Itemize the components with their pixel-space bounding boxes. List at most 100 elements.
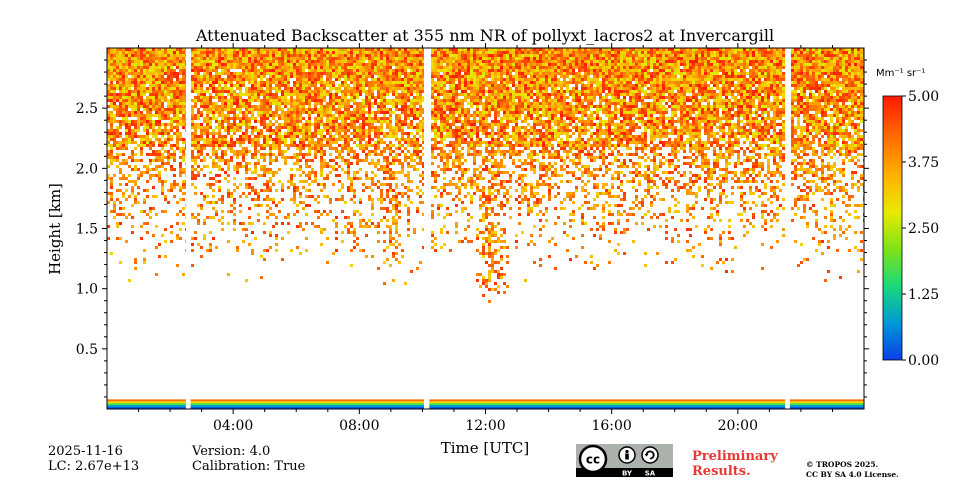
heatmap-cell [488,60,491,63]
heatmap-cell [686,78,689,81]
heatmap-cell [602,57,605,60]
heatmap-cell [689,66,692,69]
heatmap-cell [305,72,308,75]
heatmap-cell [851,48,854,51]
heatmap-cell [707,57,710,60]
heatmap-cell [776,84,779,87]
heatmap-cell [644,84,647,87]
heatmap-cell [641,81,644,84]
heatmap-cell [758,54,761,57]
heatmap-cell [626,93,629,96]
heatmap-cell [632,78,635,81]
heatmap-cell [782,90,785,93]
heatmap-cell [209,111,212,114]
heatmap-cell [476,96,479,99]
heatmap-cell [197,60,200,63]
heatmap-cell [671,99,674,102]
heatmap-cell [347,87,350,90]
heatmap-cell [341,111,344,114]
heatmap-cell [671,78,674,81]
heatmap-cell [362,84,365,87]
heatmap-cell [389,60,392,63]
heatmap-cell [500,63,503,66]
heatmap-cell [662,66,665,69]
heatmap-cell [728,90,731,93]
heatmap-cell [137,102,140,105]
heatmap-cell [662,72,665,75]
heatmap-cell [368,87,371,90]
heatmap-cell [347,105,350,108]
heatmap-cell [242,54,245,57]
heatmap-cell [431,60,434,63]
heatmap-cell [248,111,251,114]
heatmap-cell [833,90,836,93]
heatmap-cell [116,108,119,111]
heatmap-cell [809,81,812,84]
heatmap-cell [581,81,584,84]
heatmap-cell [575,99,578,102]
heatmap-cell [320,105,323,108]
heatmap-cell [176,87,179,90]
heatmap-cell [749,72,752,75]
heatmap-cell [539,75,542,78]
heatmap-cell [236,72,239,75]
heatmap-cell [506,57,509,60]
heatmap-cell [764,72,767,75]
heatmap-cell [827,102,830,105]
heatmap-cell [146,72,149,75]
heatmap-cell [218,54,221,57]
heatmap-cell [158,63,161,66]
heatmap-cell [536,90,539,93]
heatmap-cell [395,57,398,60]
heatmap-cell [161,84,164,87]
heatmap-cell [311,54,314,57]
heatmap-cell [440,102,443,105]
heatmap-cell [347,75,350,78]
heatmap-cell [728,84,731,87]
heatmap-cell [524,81,527,84]
heatmap-cell [311,108,314,111]
heatmap-cell [353,57,356,60]
heatmap-cell [323,81,326,84]
heatmap-cell [230,72,233,75]
heatmap-cell [809,57,812,60]
heatmap-cell [296,78,299,81]
heatmap-cell [299,93,302,96]
heatmap-cell [143,48,146,51]
heatmap-cell [713,75,716,78]
heatmap-cell [752,51,755,54]
heatmap-cell [191,99,194,102]
heatmap-cell [134,105,137,108]
heatmap-cell [851,99,854,102]
heatmap-cell [167,108,170,111]
heatmap-cell [287,90,290,93]
heatmap-cell [137,66,140,69]
heatmap-cell [632,51,635,54]
heatmap-cell [650,72,653,75]
heatmap-cell [713,51,716,54]
heatmap-cell [320,69,323,72]
heatmap-cell [404,72,407,75]
heatmap-cell [500,54,503,57]
heatmap-cell [539,108,542,111]
heatmap-cell [680,84,683,87]
heatmap-cell [755,93,758,96]
heatmap-cell [518,87,521,90]
heatmap-cell [194,54,197,57]
heatmap-cell [647,72,650,75]
heatmap-cell [830,84,833,87]
heatmap-cell [470,96,473,99]
heatmap-cell [755,90,758,93]
heatmap-cell [122,108,125,111]
heatmap-cell [779,66,782,69]
heatmap-cell [476,51,479,54]
heatmap-cell [698,48,701,51]
heatmap-cell [707,48,710,51]
heatmap-cell [824,66,827,69]
heatmap-cell [359,51,362,54]
heatmap-cell [710,66,713,69]
heatmap-cell [221,93,224,96]
heatmap-cell [113,84,116,87]
heatmap-cell [479,99,482,102]
heatmap-cell [704,54,707,57]
